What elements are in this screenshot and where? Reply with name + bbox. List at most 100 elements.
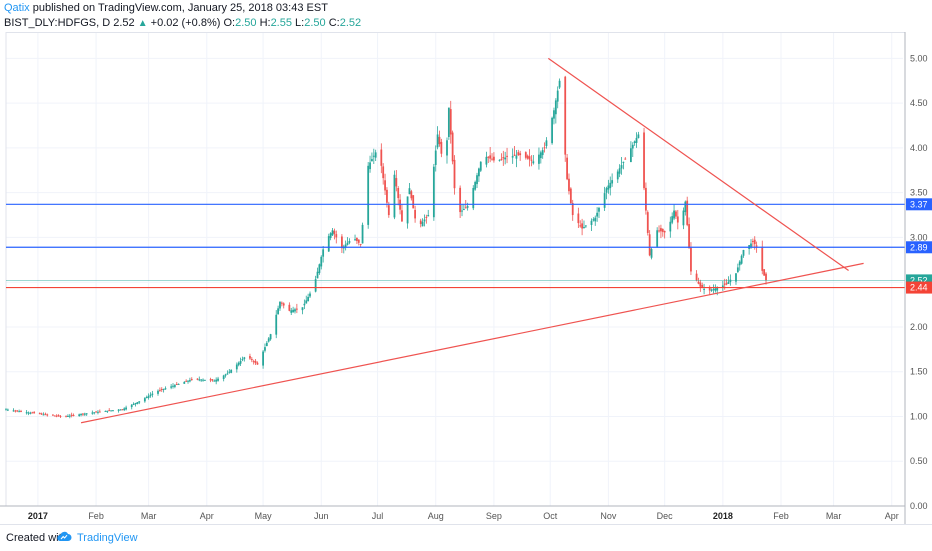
candle-body [738, 261, 741, 266]
candle-body [487, 156, 490, 158]
time-axis[interactable]: 2017 Feb Mar Apr May Jun Jul Aug Sep Oct Nov Dec 201… [0, 505, 905, 521]
author-link[interactable]: Qatix [4, 2, 30, 14]
candle-body [524, 152, 527, 158]
candle-body [215, 379, 218, 382]
candle-body [151, 393, 154, 395]
candle-body [462, 209, 465, 211]
candle-body [624, 158, 627, 160]
chart-area[interactable]: 0.000.501.001.502.002.503.003.504.004.50… [0, 32, 932, 524]
candle-body [136, 402, 139, 404]
candle-body [459, 187, 462, 213]
candle-body [327, 236, 330, 252]
price-chart[interactable]: 0.000.501.001.502.002.503.003.504.004.50… [0, 32, 932, 524]
candle-body [256, 362, 259, 365]
candle-body [637, 134, 640, 139]
candle-body [472, 187, 475, 209]
candle-body [121, 409, 124, 411]
time-tick-label: Dec [657, 511, 674, 521]
last-price: 2.52 [113, 17, 135, 29]
candle-body [143, 398, 146, 402]
candle-body [125, 407, 128, 410]
candle-body [346, 242, 349, 245]
candle-body [252, 361, 255, 363]
price-tag-label: 2.52 [910, 275, 928, 285]
publish-text: published on TradingView.com, January 25… [32, 2, 328, 14]
candle-body [29, 412, 32, 414]
candle-body [645, 187, 647, 211]
high-value: 2.55 [270, 17, 292, 29]
time-tick-label: Mar [826, 511, 842, 521]
candle-body [277, 308, 280, 315]
candle-body [438, 136, 441, 145]
candle-body [676, 216, 679, 223]
candle-body [571, 203, 574, 216]
candle-body [660, 228, 662, 232]
candle-body [643, 132, 645, 189]
candle-body [173, 385, 176, 387]
candle-body [708, 287, 711, 291]
candle-body [314, 279, 317, 292]
symbol-name[interactable]: BIST_DLY:HDFGS, D [4, 17, 111, 29]
close-value: 2.52 [339, 17, 362, 29]
candle-body [765, 273, 767, 281]
price-tick-label: 1.00 [910, 411, 928, 421]
candle-body [594, 217, 597, 222]
candle-body [461, 210, 463, 212]
candle-body [175, 383, 178, 385]
candle-body [82, 413, 84, 415]
tradingview-brand[interactable]: TradingView [77, 532, 138, 544]
candle-body [406, 196, 409, 224]
candle-body [635, 137, 638, 143]
candle-body [31, 412, 34, 414]
candle-body [611, 180, 614, 184]
candle-body [447, 107, 450, 138]
candle-body [6, 409, 9, 411]
candle-body [434, 150, 437, 165]
time-tick-label: Jul [372, 511, 384, 521]
candle-body [344, 244, 347, 248]
price-tag-label: 2.89 [910, 242, 928, 252]
candle-body [530, 159, 533, 161]
candle-body [145, 397, 148, 399]
candle-body [170, 386, 173, 388]
candle-body [669, 221, 672, 232]
candle-body [104, 410, 107, 412]
candle-body [348, 241, 351, 243]
low-value: 2.50 [304, 17, 326, 29]
candle-body [189, 380, 191, 382]
candle-body [243, 357, 246, 359]
candle-body [386, 189, 388, 203]
candle-body [211, 379, 214, 381]
candle-body [46, 414, 49, 416]
low-label: L: [295, 17, 305, 29]
candle-body [387, 205, 390, 216]
candle-body [320, 256, 323, 267]
candle-body [464, 207, 467, 209]
candle-body [419, 220, 422, 224]
candle-body [38, 413, 41, 415]
time-tick-label: Feb [773, 511, 789, 521]
candle-body [382, 166, 385, 179]
candle-body [280, 302, 283, 304]
price-tag-box [906, 281, 932, 294]
candle-body [132, 403, 135, 405]
footer-bar: Created with TradingView [0, 524, 932, 551]
candle-body [117, 409, 120, 411]
candle-body [112, 410, 114, 412]
time-tick-label: 2018 [713, 511, 733, 521]
candle-body [264, 347, 266, 351]
candle-body [224, 374, 227, 376]
candle-body [474, 181, 477, 190]
candle-body [500, 158, 503, 160]
candle-body [703, 288, 705, 290]
candle-body [663, 230, 666, 233]
candle-body [609, 182, 612, 189]
candle-body [249, 356, 251, 359]
candle-body [25, 412, 28, 414]
candle-body [93, 412, 96, 414]
candle-body [303, 303, 306, 306]
candle-body [579, 225, 582, 227]
price-tag: 2.44 [906, 281, 932, 294]
candle-body [309, 293, 311, 297]
candle-body [506, 155, 508, 157]
